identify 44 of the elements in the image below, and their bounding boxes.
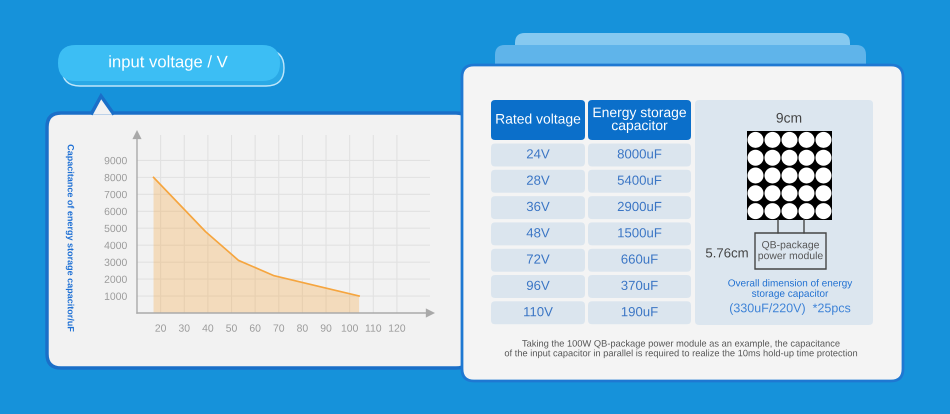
y-axis-title: Capacitance of energy storage capacitor/uF	[66, 144, 74, 332]
text: 190uF	[622, 307, 658, 316]
x-tick-label: 50	[226, 324, 237, 332]
x-tick-label: 30	[178, 324, 190, 332]
y-tick-label: 2000	[104, 276, 127, 283]
text: 1500uF	[618, 228, 662, 238]
x-tick-label: 100	[342, 324, 358, 332]
y-tick-label: 5000	[104, 224, 127, 232]
text: 36V	[526, 202, 550, 212]
text: 96V	[526, 280, 550, 290]
y-tick-label: 3000	[104, 258, 127, 266]
text: (330uF/220V) *25pcs	[730, 303, 850, 315]
text: 24V	[526, 149, 550, 158]
text: Taking the 100W QB-package power module as an example, the capacitance of the input capacitor in parallel is required to realize the 10ms hold-up time protection	[504, 340, 858, 358]
x-tick-label: 80	[297, 324, 308, 332]
text: 28V	[526, 176, 550, 185]
text: QB-package power module	[758, 240, 823, 262]
text: 48V	[526, 228, 550, 238]
text: 9cm	[776, 112, 802, 123]
x-tick-label: 120	[389, 324, 406, 332]
text: 72V	[526, 254, 550, 264]
text: 5.76cm	[706, 248, 748, 258]
text: 5400uF	[618, 176, 662, 185]
x-tick-label: 110	[366, 324, 382, 332]
y-tick-label: 1000	[104, 292, 127, 300]
text: 8000uF	[618, 149, 662, 159]
x-tick-label: 70	[274, 324, 284, 332]
text: Overall dimension of energy storage capacitor	[728, 279, 852, 299]
x-tick-label: 20	[155, 324, 166, 332]
x-tick-label: 90	[320, 324, 332, 332]
x-tick-label: 60	[250, 324, 261, 332]
text: 660uF	[621, 254, 658, 264]
y-tick-label: 7000	[104, 190, 127, 198]
x-tick-label: 40	[202, 324, 214, 332]
text: Rated voltage	[496, 114, 580, 126]
y-tick-label: 4000	[104, 242, 127, 250]
text: Energy storage capacitor	[594, 108, 686, 133]
y-tick-label: 6000	[104, 208, 127, 216]
text: 370uF	[621, 280, 658, 290]
text: 110V	[524, 307, 553, 316]
text: 2900uF	[618, 202, 662, 212]
y-tick-label: 9000	[104, 156, 127, 164]
x-axis-title: input voltage / V	[109, 55, 228, 71]
y-tick-label: 8000	[104, 174, 127, 182]
